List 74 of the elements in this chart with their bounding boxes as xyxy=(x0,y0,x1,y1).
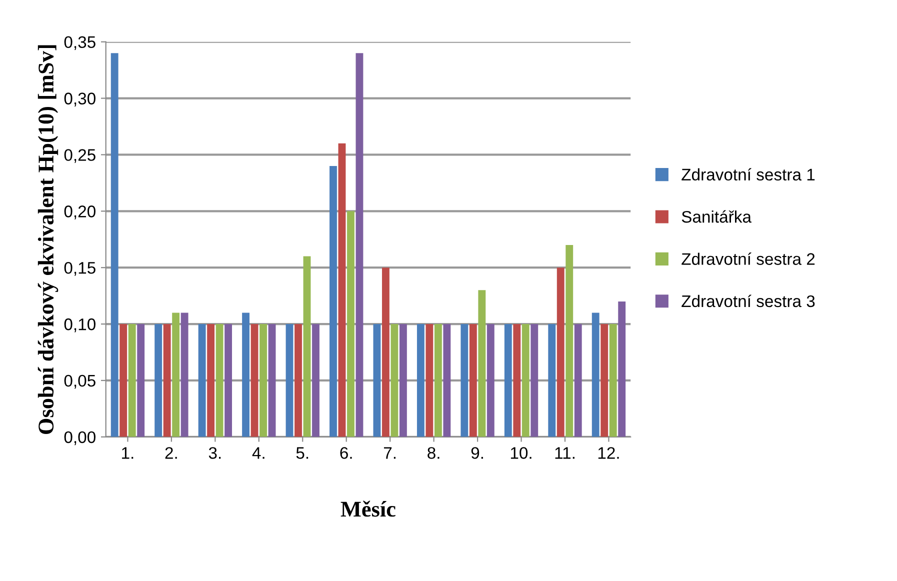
bar xyxy=(609,324,617,437)
bar xyxy=(486,324,494,437)
bar xyxy=(522,324,530,437)
bar xyxy=(566,245,574,437)
y-tick-label: 0,30 xyxy=(64,92,96,106)
bar xyxy=(216,324,224,437)
bar xyxy=(330,166,337,437)
bar xyxy=(390,324,398,437)
bar xyxy=(198,324,206,437)
bar xyxy=(504,324,512,437)
y-tick-label: 0,00 xyxy=(64,431,96,446)
bar xyxy=(513,324,521,437)
bar xyxy=(294,324,302,437)
bar xyxy=(154,324,162,437)
x-tick-label: 7. xyxy=(384,447,396,459)
bar xyxy=(548,324,556,437)
x-tick-label: 9. xyxy=(471,447,483,459)
y-axis-title: Osobní dávkový ekvivalent Hp(10) [mSv] xyxy=(38,45,58,434)
bar xyxy=(163,324,171,437)
legend-label: Zdravotní sestra 2 xyxy=(682,252,815,265)
y-tick-label: 0,20 xyxy=(64,206,96,220)
bar xyxy=(137,324,145,437)
bar xyxy=(443,324,451,437)
x-axis-title: Měsíc xyxy=(340,500,396,517)
legend-label: Zdravotní sestra 1 xyxy=(682,168,815,181)
bar xyxy=(224,324,232,437)
bar xyxy=(530,324,538,437)
bar xyxy=(382,268,390,437)
bar xyxy=(242,312,250,437)
bar xyxy=(556,268,564,437)
bar xyxy=(128,324,136,437)
y-tick-label: 0,15 xyxy=(64,262,96,276)
legend-label: Zdravotní sestra 3 xyxy=(682,294,815,308)
bar xyxy=(373,324,381,437)
bar xyxy=(172,312,180,437)
bar xyxy=(347,211,354,437)
x-tick-label: 3. xyxy=(208,447,221,459)
bar xyxy=(469,324,477,437)
bar xyxy=(600,324,608,437)
x-tick-label: 6. xyxy=(340,447,352,459)
x-tick-label: 5. xyxy=(296,447,308,459)
bar xyxy=(399,324,407,437)
bar xyxy=(460,324,468,437)
x-tick-label: 10. xyxy=(510,447,532,459)
bar xyxy=(207,324,215,437)
legend-label: Sanitářka xyxy=(682,210,752,223)
bar xyxy=(356,53,364,437)
x-tick-label: 8. xyxy=(428,447,440,459)
bar xyxy=(303,256,311,437)
bar xyxy=(478,290,486,437)
bar xyxy=(286,324,294,437)
bar xyxy=(268,324,276,437)
x-tick-label: 1. xyxy=(122,447,134,459)
x-tick-label: 2. xyxy=(165,447,177,459)
x-tick-label: 4. xyxy=(252,447,264,459)
bar xyxy=(120,324,128,437)
bar xyxy=(618,301,626,437)
y-tick-label: 0,35 xyxy=(64,36,96,50)
bar xyxy=(180,312,188,437)
x-tick-label: 12. xyxy=(598,447,619,459)
bar xyxy=(110,53,118,437)
y-tick-label: 0,10 xyxy=(64,318,96,332)
bar xyxy=(416,324,424,437)
y-tick-label: 0,05 xyxy=(64,374,96,389)
y-tick-label: 0,25 xyxy=(64,149,96,163)
bar xyxy=(592,312,600,437)
bar xyxy=(260,324,267,437)
bar xyxy=(338,143,346,437)
bar xyxy=(250,324,258,437)
bar xyxy=(312,324,320,437)
bar xyxy=(434,324,442,437)
bar xyxy=(574,324,582,437)
bar xyxy=(426,324,434,437)
x-tick-label: 11. xyxy=(555,447,574,459)
